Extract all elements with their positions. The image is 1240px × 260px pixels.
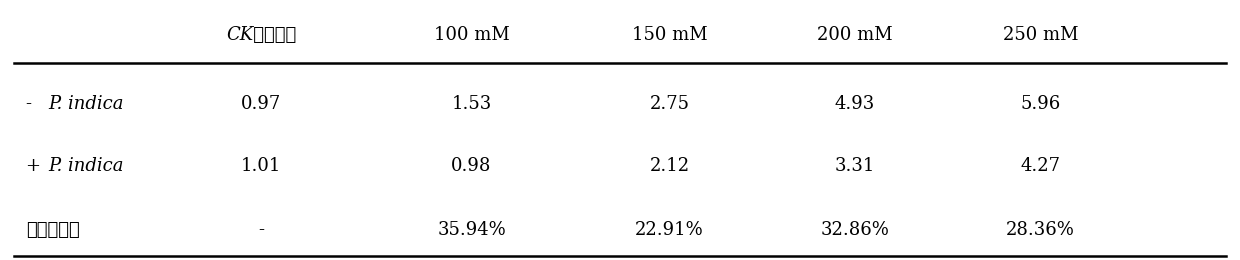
Text: 0.97: 0.97 xyxy=(241,95,281,113)
Text: 3.31: 3.31 xyxy=(835,157,875,175)
Text: 4.27: 4.27 xyxy=(1021,157,1060,175)
Text: 150 mM: 150 mM xyxy=(631,26,707,44)
Text: 0.98: 0.98 xyxy=(451,157,492,175)
Text: 100 mM: 100 mM xyxy=(434,26,510,44)
Text: P. indica: P. indica xyxy=(48,157,124,175)
Text: 2.75: 2.75 xyxy=(650,95,689,113)
Text: 比对照降低: 比对照降低 xyxy=(26,221,79,239)
Text: CK（对照）: CK（对照） xyxy=(226,26,296,44)
Text: 1.01: 1.01 xyxy=(241,157,281,175)
Text: 35.94%: 35.94% xyxy=(438,221,506,239)
Text: 32.86%: 32.86% xyxy=(821,221,889,239)
Text: -: - xyxy=(26,95,38,113)
Text: 5.96: 5.96 xyxy=(1021,95,1060,113)
Text: 1.53: 1.53 xyxy=(451,95,491,113)
Text: 200 mM: 200 mM xyxy=(817,26,893,44)
Text: 2.12: 2.12 xyxy=(650,157,689,175)
Text: -: - xyxy=(258,221,264,239)
Text: 28.36%: 28.36% xyxy=(1006,221,1075,239)
Text: 22.91%: 22.91% xyxy=(635,221,704,239)
Text: 4.93: 4.93 xyxy=(835,95,875,113)
Text: 250 mM: 250 mM xyxy=(1003,26,1079,44)
Text: P. indica: P. indica xyxy=(48,95,124,113)
Text: +: + xyxy=(26,157,47,175)
